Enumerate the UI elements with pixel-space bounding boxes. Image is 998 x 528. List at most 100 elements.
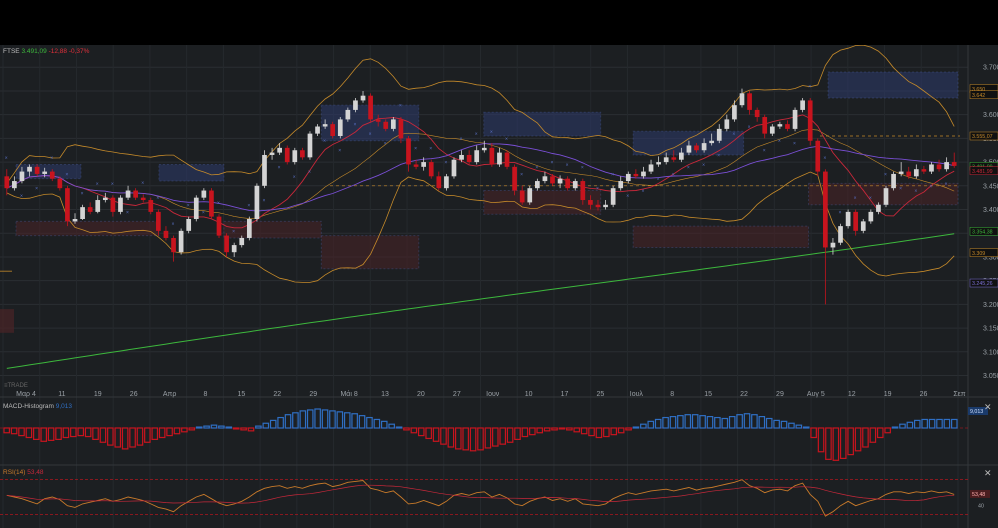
watermark-logo: ≡TRADE [4, 383, 28, 389]
macd-bar [669, 416, 677, 429]
candle-down [936, 164, 942, 170]
candle-up [390, 119, 396, 129]
psar-dot: × [399, 103, 402, 109]
date-tick-label: Ιουν [486, 391, 500, 398]
candle-up [451, 159, 457, 177]
date-tick-label: Αυγ 5 [807, 391, 825, 398]
candle-up [19, 171, 25, 182]
psar-dot: × [202, 210, 205, 216]
price-tick-label: 3.600 [983, 112, 998, 119]
macd-bar [854, 427, 862, 452]
psar-dot: × [5, 155, 8, 161]
candle-up [277, 147, 282, 153]
indicator-lines: × × × × × × × × × × × × × × × × × × × × × × × × × × × × × × × × × × × × × × × ×… [5, 45, 955, 369]
candle-up [542, 176, 548, 182]
candle-up [913, 169, 919, 177]
supply-demand-zone [223, 220, 322, 239]
macd-bar [706, 416, 714, 429]
macd-label: MACD-Histogram [3, 403, 54, 410]
candle-up [262, 154, 267, 186]
candle-down [49, 171, 55, 179]
rsi-close-icon[interactable]: ✕ [984, 468, 992, 478]
macd-bar [876, 427, 884, 439]
price-tick-label: 3.200 [983, 302, 998, 309]
price-marker-label: 3.650 [972, 87, 985, 93]
psar-dot: × [763, 148, 766, 154]
macd-bar [499, 427, 507, 445]
macd-bar [136, 427, 144, 446]
psar-dot: × [323, 139, 326, 145]
macd-bar [55, 427, 62, 440]
candle-down [300, 150, 305, 158]
psar-dot: × [945, 181, 948, 187]
macd-bar [232, 427, 240, 430]
candle-up [269, 152, 275, 155]
macd-bar [788, 422, 795, 429]
macd-bar [610, 427, 618, 436]
date-tick-label: 8 [670, 391, 674, 398]
candle-up [459, 154, 464, 160]
symbol-header: FTSE 3.491,09 -12,88 -0,37% [3, 48, 89, 55]
candle-down [368, 95, 373, 120]
candle-up [572, 181, 578, 189]
candle-down [163, 230, 169, 238]
psar-dot: × [748, 125, 751, 131]
psar-dot: × [460, 136, 463, 142]
psar-dot: × [429, 146, 432, 152]
macd-bar [25, 427, 33, 439]
macd-bar [114, 427, 122, 448]
candle-up [72, 219, 78, 222]
macd-bar [277, 416, 284, 429]
date-tick-label: 22 [740, 391, 748, 398]
date-tick-label: 22 [273, 391, 281, 398]
chart-container[interactable]: × × × × × × × × × × × × × × × × × × × × × × × × × × × × × × × × × × × × × × × ×… [0, 45, 998, 528]
macd-bar [506, 427, 514, 443]
macd-bar [240, 427, 247, 431]
supply-demand-zone [15, 220, 160, 237]
macd-bar [195, 426, 203, 429]
candle-down [209, 190, 214, 217]
candle-up [679, 152, 684, 160]
candle-up [27, 166, 32, 172]
date-tick-label: 19 [884, 391, 892, 398]
candle-down [375, 119, 381, 122]
macd-bar [373, 418, 381, 429]
candle-up [603, 204, 608, 208]
macd-bar [47, 427, 55, 441]
candle-up [345, 109, 351, 120]
candle-up [709, 140, 715, 144]
candle-up [474, 150, 480, 163]
macd-bar [817, 427, 825, 453]
macd-bar [188, 427, 196, 431]
macd-bar [218, 425, 225, 429]
supply-demand-zone [320, 235, 420, 270]
candle-down [815, 140, 821, 172]
date-tick-label: Σεπ [953, 391, 965, 398]
chart-canvas[interactable]: × × × × × × × × × × × × × × × × × × × × × × × × × × × × × × × × × × × × × × × ×… [0, 45, 998, 528]
macd-bar [336, 411, 344, 429]
psar-dot: × [823, 155, 826, 161]
candle-down [4, 176, 10, 189]
psar-dot: × [172, 222, 175, 228]
macd-bar [92, 427, 99, 440]
candle-up [618, 181, 624, 189]
macd-bar [203, 425, 210, 429]
macd-bar [492, 427, 499, 447]
macd-bar [454, 427, 462, 450]
candle-down [762, 117, 768, 134]
macd-bar [181, 427, 188, 433]
macd-close-icon[interactable]: ✕ [984, 402, 992, 412]
psar-dot: × [126, 210, 129, 216]
macd-bar [677, 415, 684, 429]
macd-bar [839, 427, 847, 459]
psar-dot: × [278, 165, 281, 171]
candle-up [353, 100, 358, 110]
supply-demand-zone [483, 111, 602, 137]
candle-down [807, 100, 813, 141]
candle-down [466, 154, 472, 163]
psar-dot: × [869, 196, 872, 202]
candle-up [641, 171, 646, 177]
price-marker-label: 3.642 [972, 93, 985, 99]
candle-up [307, 133, 313, 158]
candle-up [125, 190, 131, 198]
